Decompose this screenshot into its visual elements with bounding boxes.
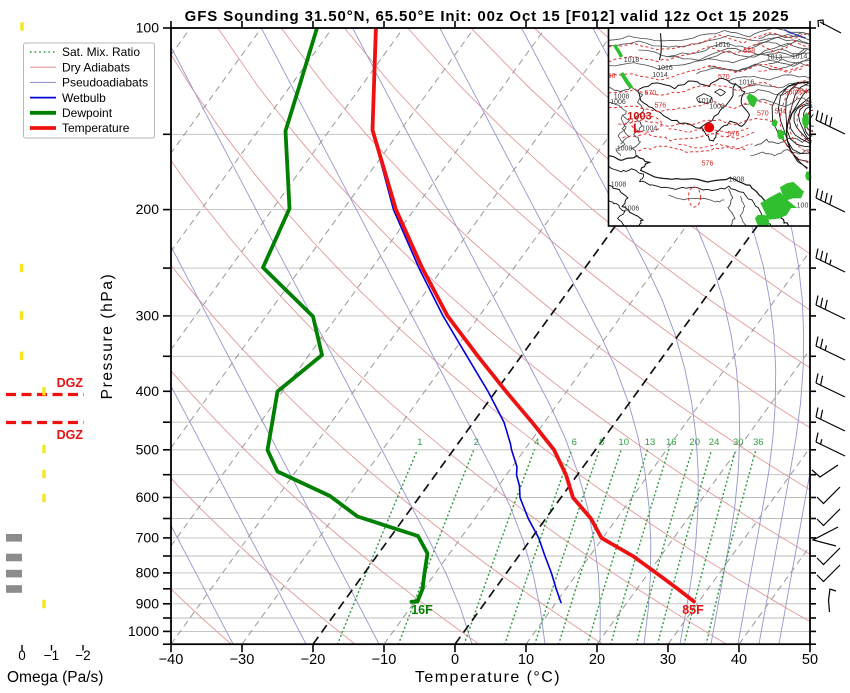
svg-text:DGZ: DGZ [57, 376, 84, 390]
svg-text:85F: 85F [682, 603, 704, 617]
svg-text:36: 36 [753, 437, 764, 448]
svg-text:0: 0 [18, 648, 26, 663]
svg-text:570: 570 [718, 74, 730, 81]
svg-text:564: 564 [796, 88, 808, 95]
svg-text:Pseudoadiabats: Pseudoadiabats [62, 76, 148, 90]
svg-text:DGZ: DGZ [57, 428, 84, 442]
svg-text:40: 40 [731, 652, 747, 668]
svg-text:600: 600 [136, 489, 160, 505]
svg-text:200: 200 [136, 201, 160, 217]
svg-text:500: 500 [136, 441, 160, 457]
svg-text:800: 800 [136, 564, 160, 580]
svg-text:576: 576 [654, 103, 666, 110]
svg-text:900: 900 [136, 595, 160, 611]
svg-text:400: 400 [136, 383, 160, 399]
svg-text:−40: −40 [159, 652, 184, 668]
svg-text:1006: 1006 [624, 206, 640, 213]
svg-text:Temperature: Temperature [62, 121, 130, 135]
svg-text:−1: −1 [44, 648, 59, 663]
svg-text:13: 13 [645, 437, 656, 448]
svg-text:570: 570 [757, 111, 769, 118]
svg-text:10: 10 [518, 652, 534, 668]
svg-text:558: 558 [743, 48, 755, 55]
svg-text:1008: 1008 [617, 146, 633, 153]
svg-text:560: 560 [785, 90, 797, 97]
svg-text:0: 0 [451, 652, 459, 668]
svg-text:30: 30 [733, 437, 744, 448]
svg-text:100: 100 [136, 20, 160, 36]
svg-text:56: 56 [608, 73, 616, 80]
svg-text:6: 6 [572, 437, 577, 448]
svg-text:1016: 1016 [739, 80, 755, 87]
svg-text:L: L [633, 121, 641, 136]
svg-text:−20: −20 [301, 652, 326, 668]
svg-text:Pressure (hPa): Pressure (hPa) [99, 273, 116, 400]
svg-text:576: 576 [728, 131, 740, 138]
svg-text:−10: −10 [372, 652, 397, 668]
svg-text:1014: 1014 [652, 72, 668, 79]
svg-text:8: 8 [599, 437, 604, 448]
svg-text:16F: 16F [411, 603, 433, 617]
svg-text:1003: 1003 [627, 111, 651, 123]
svg-text:10: 10 [618, 437, 629, 448]
svg-text:16: 16 [666, 437, 677, 448]
svg-text:1008: 1008 [614, 94, 630, 101]
svg-text:20: 20 [589, 652, 605, 668]
svg-text:Sat. Mix. Ratio: Sat. Mix. Ratio [62, 45, 140, 59]
svg-text:20: 20 [689, 437, 700, 448]
svg-text:Temperature (°C): Temperature (°C) [415, 669, 561, 686]
svg-text:24: 24 [709, 437, 720, 448]
svg-text:GFS Sounding 31.50°N, 65.50°E: GFS Sounding 31.50°N, 65.50°E Init: 00z … [185, 8, 790, 25]
svg-text:100: 100 [797, 203, 809, 210]
svg-text:Dry Adiabats: Dry Adiabats [62, 60, 130, 74]
svg-text:Dewpoint: Dewpoint [62, 106, 113, 120]
svg-text:50: 50 [802, 652, 818, 668]
svg-text:1014: 1014 [792, 54, 808, 61]
svg-text:4: 4 [534, 437, 539, 448]
svg-text:570: 570 [644, 90, 656, 97]
svg-text:−2: −2 [75, 648, 90, 663]
svg-text:1013: 1013 [767, 55, 783, 62]
svg-text:1006: 1006 [610, 99, 626, 106]
svg-text:−30: −30 [230, 652, 255, 668]
svg-text:30: 30 [660, 652, 676, 668]
svg-text:1010: 1010 [698, 98, 714, 105]
svg-text:564: 564 [774, 109, 786, 116]
svg-text:300: 300 [136, 307, 160, 323]
svg-text:Omega (Pa/s): Omega (Pa/s) [7, 669, 103, 686]
svg-text:1018: 1018 [624, 57, 640, 64]
svg-text:Wetbulb: Wetbulb [62, 91, 106, 105]
svg-text:576: 576 [702, 161, 714, 168]
svg-text:1016: 1016 [657, 65, 673, 72]
svg-text:1: 1 [417, 437, 422, 448]
svg-text:700: 700 [136, 529, 160, 545]
svg-text:1008: 1008 [709, 104, 725, 111]
svg-text:2: 2 [474, 437, 479, 448]
svg-text:1004: 1004 [642, 125, 658, 132]
svg-text:1008: 1008 [611, 182, 627, 189]
svg-text:1008: 1008 [729, 177, 745, 184]
svg-text:1016: 1016 [715, 42, 731, 49]
svg-text:1000: 1000 [128, 623, 159, 639]
